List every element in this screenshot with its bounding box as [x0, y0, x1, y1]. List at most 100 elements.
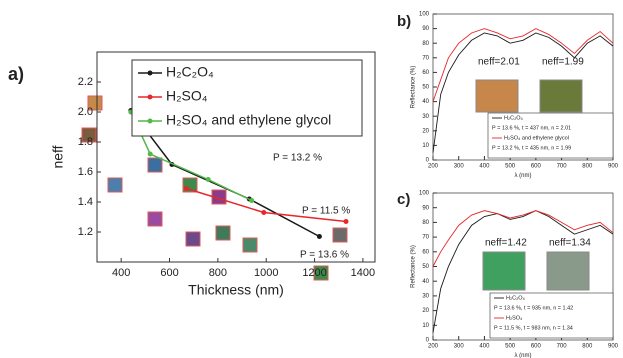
point — [183, 186, 189, 191]
y-tick-label: 1.6 — [78, 166, 93, 178]
thumbnail — [332, 227, 348, 243]
thumbnail — [242, 237, 258, 253]
photo — [539, 79, 583, 113]
annotation: P = 11.5 % — [302, 206, 350, 217]
x-tick-label: 500 — [505, 344, 516, 350]
x-tick-label: 300 — [454, 344, 465, 350]
inset-label: neff=1.42 — [485, 238, 527, 249]
y-axis-label: neff — [50, 145, 66, 168]
inset-label: neff=1.34 — [549, 238, 591, 249]
y-tick-label: 1.4 — [78, 196, 93, 208]
y-tick-label: 40 — [422, 279, 429, 285]
y-tick-label: 90 — [422, 26, 429, 32]
inset-label: neff=2.01 — [478, 57, 520, 68]
y-tick-label: 50 — [422, 85, 429, 91]
x-tick-label: 900 — [608, 344, 619, 350]
y-tick-label: 80 — [422, 41, 429, 47]
thumbnail — [147, 211, 163, 227]
y-tick-label: 40 — [422, 99, 429, 105]
legend-label: H₂C₂O₄ — [506, 295, 525, 301]
legend-note: P = 13.6 %, t = 437 nm, n = 2.01 — [492, 125, 571, 131]
photo — [475, 79, 519, 113]
x-axis-label: Thickness (nm) — [188, 281, 284, 297]
series-line — [432, 28, 614, 102]
thumbnail — [87, 95, 103, 111]
legend-note: P = 13.6 %, t = 935 nm, n = 1.42 — [494, 305, 573, 311]
x-tick-label: 200 — [428, 164, 439, 170]
legend-note: P = 11.5 %, t = 983 nm, n = 1.34 — [494, 325, 573, 331]
y-tick-label: 1.2 — [78, 226, 93, 238]
y-tick-label: 20 — [422, 128, 429, 134]
photos — [81, 79, 590, 291]
x-tick-label: 1000 — [254, 267, 278, 279]
y-tick-label: 2.0 — [78, 106, 93, 118]
legend-box — [489, 292, 614, 339]
photo — [482, 251, 526, 291]
x-axis-label: λ (nm) — [515, 353, 532, 358]
y-tick-label: 80 — [422, 220, 429, 226]
x-tick-label: 1200 — [302, 267, 326, 279]
legend-note: P = 13.2 %, t = 435 nm, n = 1.99 — [492, 145, 571, 151]
y-tick-label: 60 — [422, 249, 429, 255]
y-tick-label: 0 — [426, 158, 430, 164]
x-tick-label: 800 — [582, 164, 593, 170]
panel-label: a) — [8, 64, 24, 84]
y-tick-label: 70 — [422, 235, 429, 241]
point — [261, 210, 267, 215]
x-tick-label: 800 — [582, 344, 593, 350]
series-line — [432, 32, 614, 153]
plot-frame — [96, 51, 376, 263]
x-tick-label: 600 — [160, 267, 178, 279]
point — [205, 177, 211, 182]
photo — [546, 251, 590, 291]
x-tick-label: 1400 — [351, 267, 375, 279]
y-tick-label: 60 — [422, 70, 429, 76]
x-tick-label: 800 — [209, 267, 227, 279]
legend-label: H₂SO₄ — [506, 315, 523, 321]
thumbnail — [185, 231, 201, 247]
legend-box — [487, 112, 614, 159]
y-tick-label: 90 — [422, 205, 429, 211]
y-tick-label: 2.2 — [78, 76, 93, 88]
point — [316, 234, 322, 239]
y-tick-label: 70 — [422, 55, 429, 61]
legend-box — [131, 59, 363, 137]
y-tick-label: 30 — [422, 293, 429, 299]
y-tick-label: 30 — [422, 114, 429, 120]
thumbnail — [147, 157, 163, 173]
x-tick-label: 600 — [531, 344, 542, 350]
x-tick-label: 700 — [557, 344, 568, 350]
point — [343, 219, 349, 224]
legend-label: H₂SO₄ and ethylene glycol — [166, 112, 331, 128]
inset-label: neff=1.99 — [542, 57, 584, 68]
legend-label: H₂C₂O₄ — [504, 115, 523, 121]
y-tick-label: 100 — [419, 12, 430, 18]
x-tick-label: 300 — [454, 164, 465, 170]
x-tick-label: 500 — [505, 164, 516, 170]
y-tick-label: 100 — [419, 191, 430, 197]
x-tick-label: 900 — [608, 164, 619, 170]
legend-label: H₂SO₄ — [166, 88, 208, 104]
legend-marker — [147, 70, 153, 76]
panel-label: b) — [397, 13, 411, 30]
legend-label: H₂C₂O₄ — [166, 64, 214, 80]
annotation: P = 13.2 % — [273, 153, 322, 164]
thumbnail — [107, 177, 123, 193]
point — [147, 151, 153, 157]
y-axis-label: Reflectance (%) — [411, 245, 417, 288]
x-tick-label: 400 — [479, 164, 490, 170]
legend-marker — [147, 94, 153, 100]
y-tick-label: 10 — [422, 323, 429, 329]
x-tick-label: 600 — [531, 164, 542, 170]
series-line — [432, 210, 614, 267]
panel-label: c) — [397, 191, 410, 208]
x-tick-label: 200 — [428, 344, 439, 350]
y-tick-label: 0 — [426, 338, 430, 344]
y-tick-label: 10 — [422, 143, 429, 149]
series-line — [432, 210, 614, 333]
x-axis-label: λ (nm) — [515, 173, 532, 179]
x-tick-label: 400 — [479, 344, 490, 350]
y-tick-label: 1.8 — [78, 136, 93, 148]
legend-marker — [147, 118, 153, 124]
